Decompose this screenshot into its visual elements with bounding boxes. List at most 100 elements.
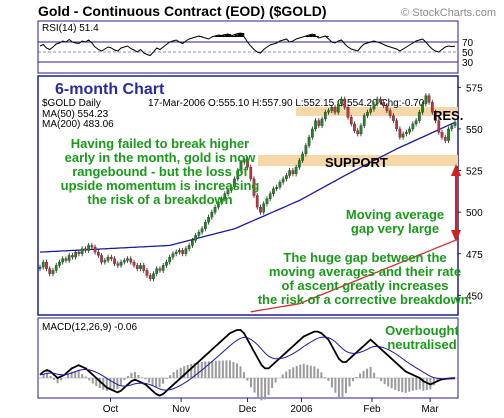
x-tick-label: Oct: [103, 404, 119, 415]
x-tick-label: 2006: [290, 404, 313, 415]
x-tick-label: Feb: [363, 404, 381, 415]
candle-body: [171, 253, 175, 258]
x-tick-label: Dec: [239, 404, 257, 415]
macd-hist-bar: [408, 378, 411, 392]
macd-hist-bar: [239, 366, 242, 378]
chart-title: Gold - Continuous Contract (EOD) ($GOLD): [38, 3, 327, 19]
candle-body: [359, 125, 363, 135]
candle-body: [443, 137, 447, 141]
macd-hist-bar: [320, 372, 323, 378]
macd-hist-bar: [197, 362, 200, 378]
rsi-label: RSI(14) 51.4: [42, 23, 99, 34]
annotation-line: the risk of a breakdown: [87, 192, 232, 207]
annotation-line: moving averages and their rate: [269, 264, 461, 279]
macd-hist-bar: [221, 360, 224, 378]
support-band: [258, 155, 458, 166]
candle-body: [398, 128, 402, 138]
ma200-path: [250, 239, 456, 313]
macd-hist-bar: [46, 373, 49, 378]
annotation-line: gap very large: [351, 221, 439, 236]
macd-hist-bar: [151, 378, 154, 386]
candle-body: [204, 221, 207, 229]
candle-body: [310, 128, 314, 138]
candle-body: [291, 170, 295, 175]
price-tick-label: 450: [466, 291, 483, 302]
rsi-overbought-fill: [309, 35, 313, 37]
macd-hist-bar: [415, 378, 418, 391]
candle-body: [327, 110, 330, 113]
candle-body: [77, 251, 81, 254]
candle-body: [87, 245, 90, 251]
macd-hist-bar: [394, 378, 397, 390]
macd-hist-bar: [42, 374, 45, 378]
candle-body: [349, 117, 353, 125]
candle-body: [216, 202, 220, 208]
macd-hist-bar: [257, 378, 260, 397]
annotation-line: early in the month, gold is now: [65, 150, 257, 165]
rsi-overbought-fill: [305, 36, 310, 37]
candle-body: [427, 95, 431, 103]
rsi-overbought-fill: [234, 34, 238, 37]
candle-body: [97, 251, 100, 256]
rsi-overbought-fill: [218, 35, 222, 37]
macd-hist-bar: [242, 372, 245, 378]
macd-hist-bar: [250, 378, 253, 388]
macd-hist-bar: [112, 378, 115, 390]
candle-body: [272, 188, 275, 194]
annotation-line: Moving average: [346, 207, 444, 222]
candle-body: [236, 170, 240, 180]
candle-body: [51, 270, 55, 274]
macd-hist-bar: [292, 367, 295, 378]
macd-hist-bar: [355, 376, 358, 378]
candle-body: [323, 112, 327, 120]
macd-hist-bar: [246, 378, 249, 381]
candle-body: [440, 132, 444, 138]
macd-hist-bar: [344, 378, 347, 394]
macd-hist-bar: [204, 361, 207, 378]
macd-hist-bar: [88, 378, 91, 381]
macd-hist-bar: [53, 378, 56, 381]
macd-hist-bar: [359, 373, 362, 378]
candle-body: [405, 132, 408, 135]
gap-arrow: [451, 164, 461, 242]
candle-body: [48, 268, 52, 274]
ma50-label: MA(50) 554.23: [42, 109, 109, 120]
macd-hist-bar: [235, 363, 238, 378]
annotation-corrective-breakdown: The huge gap between the moving averages…: [258, 250, 473, 307]
candle-body: [109, 256, 113, 259]
candle-body: [58, 261, 61, 266]
candle-body: [126, 258, 129, 261]
rsi-tick-30: 30: [462, 58, 474, 69]
annotation-line: Having failed to break higher: [71, 136, 249, 151]
candle-body: [226, 190, 230, 194]
macd-hist-bar: [334, 378, 337, 393]
candle-body: [210, 211, 214, 218]
macd-hist-bar: [77, 370, 80, 378]
macd-hist-bar: [67, 374, 70, 378]
candle-body: [395, 120, 398, 130]
candle-body: [106, 256, 110, 261]
macd-hist-bar: [404, 378, 407, 393]
macd-hist-bar: [81, 373, 84, 378]
res-label: RES.: [433, 108, 463, 123]
candle-body: [379, 98, 382, 103]
macd-hist-bar: [369, 366, 372, 378]
rsi-overbought-fill: [215, 36, 219, 37]
candle-body: [434, 112, 437, 121]
candle-body: [392, 115, 395, 121]
macd-hist-bar: [169, 375, 172, 378]
macd-hist-bar: [140, 377, 143, 378]
macd-hist-bar: [295, 365, 298, 378]
candle-body: [90, 245, 94, 248]
candle-body: [233, 178, 236, 188]
macd-note-line: neutralised: [387, 337, 456, 352]
candle-body: [301, 153, 304, 161]
candle-body: [200, 228, 204, 233]
macd-hist-bar: [373, 372, 376, 378]
macd-hist-bar: [133, 372, 136, 378]
macd-hist-bar: [387, 378, 390, 387]
price-axis: 450 475 500 525 550 575: [458, 83, 483, 302]
macd-hist-bar: [130, 372, 133, 378]
candle-body: [45, 261, 48, 269]
candle-body: [304, 145, 308, 155]
